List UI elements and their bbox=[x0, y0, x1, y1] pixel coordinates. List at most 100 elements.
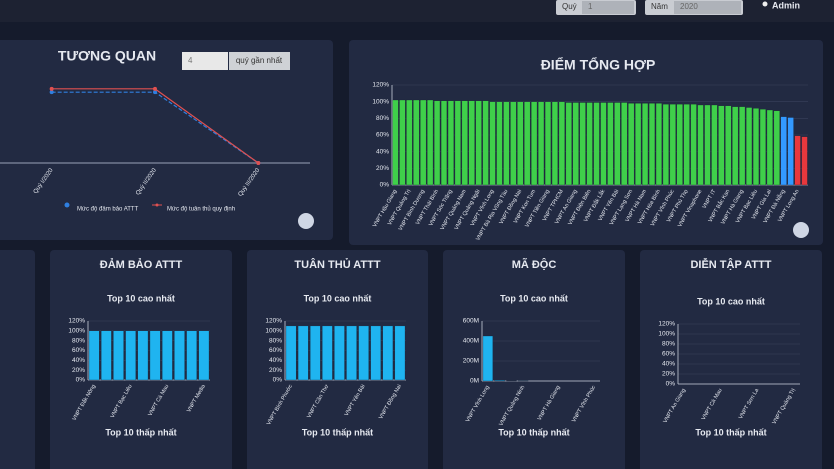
bar bbox=[510, 101, 517, 186]
legend-label: Mức độ tuân thủ quy định bbox=[167, 206, 235, 213]
y-tick-label: 20% bbox=[72, 367, 85, 374]
bar bbox=[551, 101, 558, 186]
bar bbox=[447, 100, 454, 186]
bar bbox=[468, 100, 475, 186]
bar bbox=[662, 104, 669, 186]
bar bbox=[427, 99, 434, 186]
bar bbox=[780, 116, 787, 186]
bar bbox=[642, 103, 649, 186]
bar bbox=[711, 104, 718, 186]
y-tick-label: 100% bbox=[68, 328, 85, 335]
bar bbox=[572, 102, 579, 186]
quarter-box[interactable] bbox=[582, 1, 634, 14]
y-tick-label: 60% bbox=[269, 347, 282, 354]
y-tick-label: 40% bbox=[376, 148, 389, 155]
bar bbox=[413, 99, 420, 186]
period-value: 4 bbox=[188, 56, 193, 65]
point bbox=[49, 86, 54, 91]
chart-title: Top 10 cao nhất bbox=[304, 293, 372, 303]
panel bbox=[443, 250, 625, 469]
bar bbox=[310, 325, 321, 381]
bar bbox=[628, 103, 635, 186]
bar bbox=[125, 330, 136, 381]
bar bbox=[358, 325, 369, 381]
bar bbox=[496, 101, 503, 186]
bar bbox=[406, 99, 413, 186]
bar bbox=[697, 104, 704, 186]
bar bbox=[392, 99, 399, 186]
panel-summary bbox=[349, 40, 823, 245]
bar bbox=[494, 380, 505, 382]
legend-swatch bbox=[155, 203, 159, 207]
bar bbox=[752, 108, 760, 186]
y-tick-label: 100% bbox=[658, 331, 675, 338]
chart-title: Top 10 thấp nhất bbox=[498, 427, 569, 437]
bar bbox=[322, 325, 333, 381]
bar bbox=[531, 101, 538, 186]
user-menu[interactable]: Admin bbox=[772, 0, 800, 10]
bar bbox=[759, 109, 766, 186]
y-tick-label: 80% bbox=[376, 115, 389, 122]
bar bbox=[482, 335, 494, 382]
y-tick-label: 120% bbox=[658, 321, 675, 328]
bar bbox=[538, 101, 545, 186]
y-tick-label: 120% bbox=[265, 318, 282, 325]
bar bbox=[503, 101, 510, 186]
y-tick-label: 60% bbox=[662, 351, 675, 358]
chart-title: Top 10 cao nhất bbox=[107, 293, 175, 303]
bar bbox=[544, 101, 552, 186]
y-tick-label: 0M bbox=[470, 378, 479, 385]
bar bbox=[607, 102, 614, 186]
bar bbox=[739, 106, 746, 186]
bar bbox=[704, 104, 711, 186]
bar bbox=[565, 102, 572, 186]
bar bbox=[382, 325, 394, 381]
bar bbox=[482, 100, 489, 186]
y-tick-label: 100% bbox=[265, 328, 282, 335]
y-tick-label: 40% bbox=[269, 357, 282, 364]
point bbox=[256, 161, 261, 165]
bar bbox=[586, 102, 593, 186]
legend-label: Mức độ đảm bảo ATTT bbox=[77, 207, 139, 213]
y-tick-label: 80% bbox=[269, 337, 282, 344]
panel-title: TUÂN THỦ ATTT bbox=[294, 258, 380, 271]
bar bbox=[440, 100, 448, 186]
bar bbox=[690, 104, 697, 186]
y-tick-label: 120% bbox=[372, 82, 389, 89]
bar bbox=[524, 101, 531, 186]
year-label: Năm bbox=[651, 2, 668, 11]
bar bbox=[801, 136, 808, 186]
bar bbox=[558, 101, 565, 186]
y-tick-label: 600M bbox=[463, 318, 479, 325]
bar bbox=[683, 104, 690, 186]
user-icon bbox=[762, 1, 768, 7]
bar bbox=[600, 102, 607, 186]
period-button[interactable] bbox=[229, 52, 290, 70]
y-tick-label: 0% bbox=[273, 377, 283, 384]
bar bbox=[579, 102, 586, 186]
bar bbox=[614, 102, 621, 186]
y-tick-label: 40% bbox=[72, 357, 85, 364]
bar bbox=[794, 135, 801, 186]
bar bbox=[766, 109, 773, 186]
point bbox=[49, 90, 54, 95]
period-button-label: quý gần nhất bbox=[236, 56, 283, 65]
bar bbox=[461, 100, 468, 186]
panel bbox=[640, 250, 822, 469]
bar bbox=[370, 325, 381, 381]
panel-title: MÃ ĐỘC bbox=[512, 258, 557, 271]
download-button[interactable] bbox=[298, 213, 314, 229]
panel-correlation bbox=[0, 40, 333, 240]
bar bbox=[454, 100, 461, 186]
period-select[interactable] bbox=[182, 52, 228, 70]
point bbox=[153, 90, 157, 95]
year-box[interactable] bbox=[674, 1, 741, 14]
bar bbox=[334, 325, 345, 381]
download-button[interactable] bbox=[793, 222, 809, 238]
bar bbox=[655, 103, 662, 186]
bar bbox=[149, 330, 161, 381]
panel-title: ĐẢM BẢO ATTT bbox=[100, 258, 183, 271]
y-tick-label: 120% bbox=[68, 318, 85, 325]
